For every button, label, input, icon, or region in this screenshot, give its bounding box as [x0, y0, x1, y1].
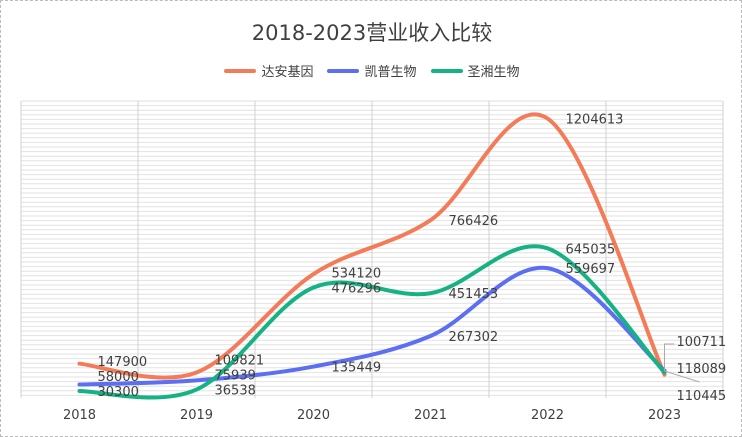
data-label: 100711: [677, 335, 727, 350]
legend-item-shengxiang: 圣湘生物: [430, 61, 520, 80]
data-label: 1204613: [566, 112, 624, 127]
legend-label: 圣湘生物: [467, 65, 520, 80]
data-label: 534120: [332, 266, 382, 281]
data-label: 36538: [215, 384, 256, 399]
data-label: 645035: [566, 242, 616, 257]
x-tick-label: 2023: [648, 408, 681, 423]
data-label: 75939: [215, 369, 256, 384]
leader-line: [664, 343, 675, 371]
series-line-0: [77, 112, 667, 380]
data-label: 559697: [566, 262, 616, 277]
data-label: 58000: [98, 370, 139, 385]
series-line-2: [77, 244, 667, 400]
data-label: 110445: [677, 389, 727, 404]
data-label: 476296: [332, 281, 382, 296]
data-label: 109821: [215, 354, 265, 369]
data-label: 30300: [98, 385, 139, 400]
data-label: 766426: [449, 214, 499, 229]
data-label: 135449: [332, 361, 382, 376]
chart-title: 2018-2023营业收入比较: [251, 21, 493, 45]
legend-swatch: [430, 68, 463, 73]
data-label: 147900: [98, 355, 148, 370]
legend-label: 达安基因: [261, 65, 314, 80]
leader-line: [664, 370, 700, 383]
x-tick-label: 2022: [531, 408, 564, 423]
legend-item-daan: 达安基因: [224, 61, 313, 80]
legend: 达安基因 凯普生物 圣湘生物: [1, 61, 741, 80]
data-label: 118089: [677, 362, 727, 377]
x-tick-label: 2018: [63, 408, 96, 423]
data-label: 267302: [449, 330, 499, 345]
series-line-1: [77, 265, 667, 387]
x-tick-label: 2019: [180, 408, 213, 423]
x-tick-label: 2021: [414, 408, 447, 423]
x-tick-label: 2020: [297, 408, 330, 423]
legend-item-kaipu: 凯普生物: [327, 61, 417, 80]
legend-swatch: [224, 68, 257, 73]
legend-swatch: [327, 68, 360, 73]
legend-label: 凯普生物: [364, 65, 417, 80]
data-label: 451453: [449, 287, 499, 302]
